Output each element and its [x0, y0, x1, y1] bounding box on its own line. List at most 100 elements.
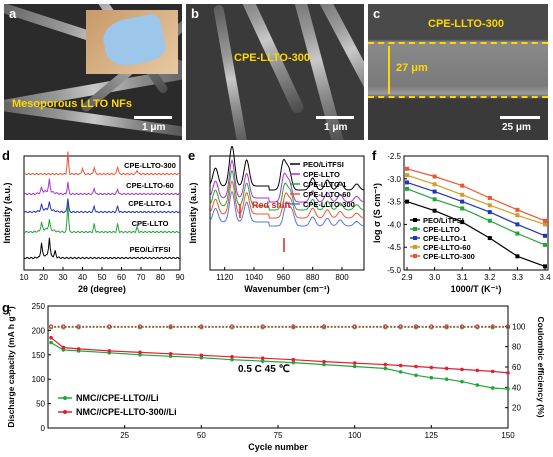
- data-point: [515, 213, 520, 218]
- x-tick-label: 1120: [216, 273, 234, 282]
- panel-label-g: g: [2, 300, 10, 315]
- data-point: [543, 264, 547, 269]
- efficiency-point: [505, 324, 510, 329]
- efficiency-point: [260, 324, 265, 329]
- y2-axis-label: Coulombic efficiency (%): [536, 316, 546, 417]
- y-tick-label: -5.0: [387, 266, 401, 275]
- x-tick-label: 25: [120, 431, 129, 440]
- efficiency-point: [490, 324, 495, 329]
- legend-marker: [413, 245, 417, 249]
- efficiency-point: [199, 324, 204, 329]
- series-line: [209, 159, 365, 203]
- plot-frame: [403, 155, 549, 271]
- capacity-point: [444, 377, 449, 381]
- capacity-point: [475, 368, 480, 373]
- efficiency-point: [352, 324, 357, 329]
- y-tick-label: 50: [36, 400, 45, 409]
- capacity-point: [291, 357, 296, 362]
- legend-label: NMC//CPE-LLTO//Li: [76, 393, 159, 403]
- capacity-point: [199, 353, 204, 358]
- y-axis-label: Discharge capacity (mA h g⁻¹): [6, 306, 16, 427]
- capacity-point: [230, 357, 234, 362]
- efficiency-point: [229, 324, 234, 329]
- chart-d-xrd: d 10 20 30 40 50 60 70 80 90 2θ (degree) Intensity …: [2, 148, 185, 294]
- x-tick-label: 100: [348, 431, 362, 440]
- legend-label: CPE-LLTO: [303, 170, 340, 179]
- data-point: [543, 218, 547, 223]
- data-point: [405, 180, 409, 185]
- y-tick-label: 200: [32, 326, 46, 335]
- x-tick-label: 80: [156, 273, 165, 282]
- data-point: [487, 210, 492, 215]
- y-axis-label: log σ (S cm⁻¹): [372, 183, 382, 243]
- data-point: [487, 203, 492, 208]
- y-tick-label: -2.5: [387, 152, 401, 161]
- panel-label-f: f: [372, 148, 377, 163]
- data-point: [515, 222, 520, 227]
- capacity-point: [429, 375, 434, 380]
- legend-label: PEO/LiTFSI: [423, 216, 464, 225]
- capacity-point: [168, 352, 173, 356]
- y2-tick-label: 40: [512, 383, 521, 392]
- capacity-point: [61, 345, 66, 350]
- y2-tick-label: 20: [512, 404, 521, 413]
- efficiency-point: [168, 324, 173, 329]
- panel-label-a: a: [9, 6, 17, 21]
- legend-marker: [63, 410, 67, 414]
- capacity-point: [383, 362, 388, 367]
- capacity-point: [383, 366, 388, 371]
- legend-label: CPE-LLTO-60: [303, 190, 351, 199]
- chart-f-conductivity: f 2.9 3.0 3.1 3.2 3.3 3.4 -2.5 -3.0 -3.5 -4.0 -4.5 -…: [372, 148, 551, 294]
- x-tick-label: 3.3: [512, 273, 524, 282]
- data-point: [432, 189, 437, 194]
- legend-label: PEO/LiTFSI: [303, 160, 344, 169]
- series-line: [406, 201, 546, 267]
- scale-bar: [500, 116, 540, 119]
- chart-e-ftir: e 1120 1040 960 880 800 Wavenumber (cm⁻¹) Inten…: [188, 146, 365, 294]
- series-line: [209, 190, 365, 227]
- data-point: [405, 199, 409, 204]
- capacity-point: [444, 366, 449, 371]
- panel-label-e: e: [188, 148, 195, 163]
- data-point: [460, 206, 465, 211]
- x-tick-label: 960: [277, 273, 291, 282]
- y-tick-label: 100: [32, 375, 46, 384]
- data-point: [432, 174, 437, 179]
- series-line: [406, 188, 546, 246]
- series-line: [23, 198, 181, 214]
- panel-label-b: b: [191, 6, 199, 21]
- series-line: [23, 151, 181, 176]
- x-tick-label: 2.9: [401, 273, 413, 282]
- efficiency-point: [398, 324, 403, 329]
- legend-marker: [413, 227, 417, 231]
- efficiency-point: [459, 324, 464, 329]
- series-label: PEO/LiTFSI: [130, 245, 171, 254]
- data-point: [432, 197, 437, 202]
- efficiency-point: [61, 324, 66, 329]
- capacity-point: [230, 354, 234, 359]
- x-tick-label: 70: [137, 273, 146, 282]
- x-tick-label: 150: [501, 431, 515, 440]
- panel-c-sem-image: c CPE-LLTO-300 27 μm 25 μm: [368, 4, 548, 140]
- x-tick-label: 800: [335, 273, 349, 282]
- x-tick-label: 3.0: [429, 273, 441, 282]
- scale-bar-label: 25 μm: [502, 122, 531, 133]
- data-point: [460, 192, 465, 197]
- panel-label-c: c: [373, 6, 381, 21]
- y-axis-label: Intensity (a.u.): [188, 182, 198, 243]
- efficiency-point: [321, 324, 326, 329]
- data-point: [405, 186, 409, 191]
- x-axis-label: 2θ (degree): [78, 284, 126, 294]
- capacity-point: [352, 364, 357, 369]
- panel-a-sem-image: a Mesoporous LLTO NFs 1 μm: [4, 4, 182, 140]
- legend-marker: [413, 218, 417, 222]
- red-shift-annotation: Red shift: [252, 200, 291, 210]
- series-line: [209, 169, 365, 211]
- x-tick-label: 3.4: [539, 273, 551, 282]
- data-point: [515, 231, 520, 236]
- x-tick-label: 20: [39, 273, 48, 282]
- scale-bar: [316, 116, 354, 119]
- y-tick-label: 0: [41, 424, 46, 433]
- x-tick-label: 3.2: [484, 273, 496, 282]
- capacity-point: [76, 347, 81, 351]
